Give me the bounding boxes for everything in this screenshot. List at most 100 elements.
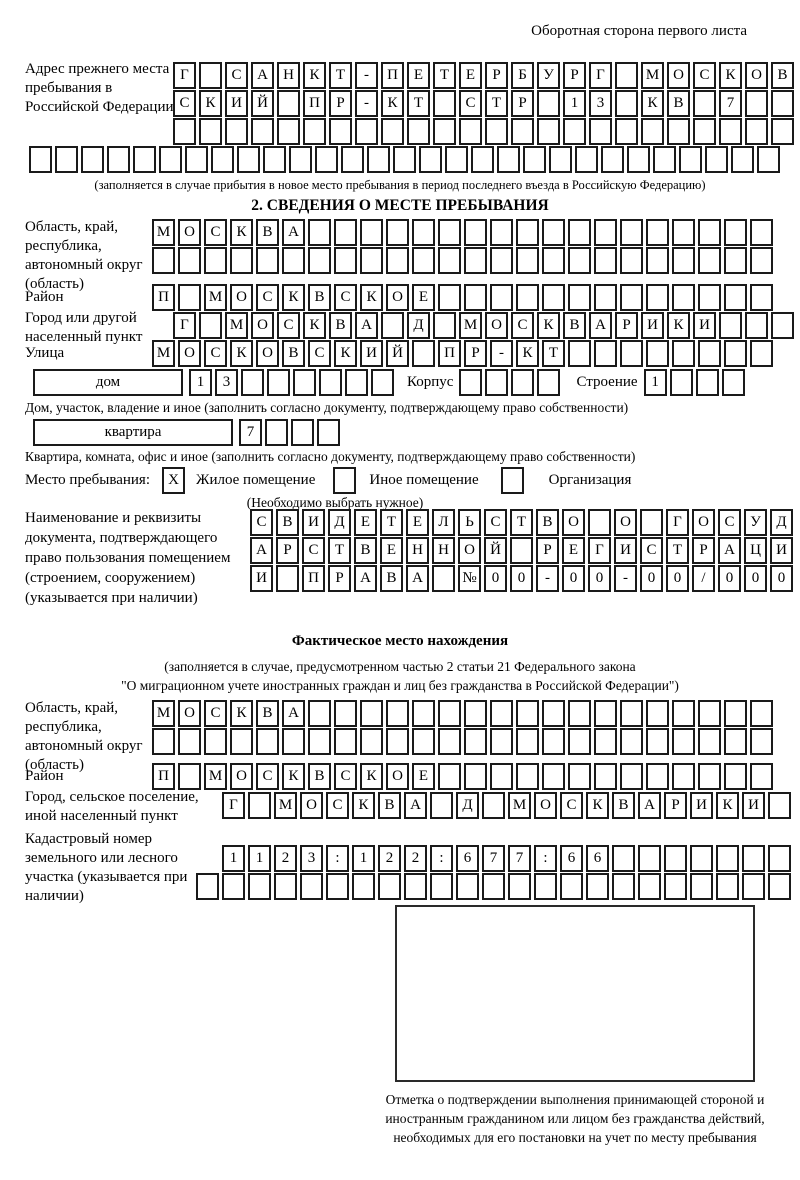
char-cell[interactable] — [419, 146, 442, 173]
char-cell[interactable] — [199, 62, 222, 89]
char-cell[interactable]: О — [230, 284, 253, 311]
char-cell[interactable] — [742, 845, 765, 872]
char-cell[interactable] — [265, 419, 288, 446]
char-cell[interactable] — [646, 247, 669, 274]
char-cell[interactable] — [510, 537, 533, 564]
char-cell[interactable]: 7 — [482, 845, 505, 872]
char-cell[interactable]: 0 — [484, 565, 507, 592]
char-cell[interactable]: А — [718, 537, 741, 564]
char-cell[interactable] — [537, 90, 560, 117]
char-cell[interactable] — [724, 284, 747, 311]
char-cell[interactable] — [178, 763, 201, 790]
char-cell[interactable] — [750, 284, 773, 311]
char-cell[interactable]: Р — [615, 312, 638, 339]
char-cell[interactable] — [646, 219, 669, 246]
char-cell[interactable]: В — [667, 90, 690, 117]
char-cell[interactable] — [594, 340, 617, 367]
char-cell[interactable] — [241, 369, 264, 396]
char-cell[interactable] — [653, 146, 676, 173]
char-cell[interactable]: М — [204, 763, 227, 790]
char-cell[interactable] — [222, 873, 245, 900]
char-cell[interactable] — [542, 700, 565, 727]
char-cell[interactable]: В — [771, 62, 794, 89]
char-cell[interactable] — [438, 247, 461, 274]
char-cell[interactable] — [698, 247, 721, 274]
char-cell[interactable]: 0 — [562, 565, 585, 592]
char-cell[interactable] — [185, 146, 208, 173]
char-cell[interactable] — [672, 247, 695, 274]
char-cell[interactable]: 0 — [588, 565, 611, 592]
char-cell[interactable] — [248, 873, 271, 900]
char-cell[interactable] — [667, 118, 690, 145]
char-cell[interactable] — [482, 792, 505, 819]
char-cell[interactable] — [367, 146, 390, 173]
char-cell[interactable]: Т — [510, 509, 533, 536]
char-cell[interactable]: К — [352, 792, 375, 819]
char-cell[interactable] — [178, 284, 201, 311]
char-cell[interactable] — [355, 118, 378, 145]
char-cell[interactable] — [724, 700, 747, 727]
char-cell[interactable]: С — [277, 312, 300, 339]
char-cell[interactable]: К — [667, 312, 690, 339]
char-cell[interactable] — [381, 118, 404, 145]
char-cell[interactable]: М — [225, 312, 248, 339]
char-cell[interactable]: С — [308, 340, 331, 367]
char-cell[interactable]: О — [745, 62, 768, 89]
char-cell[interactable] — [638, 873, 661, 900]
char-cell[interactable]: 7 — [508, 845, 531, 872]
char-cell[interactable] — [438, 700, 461, 727]
char-cell[interactable]: О — [230, 763, 253, 790]
char-cell[interactable] — [615, 90, 638, 117]
char-cell[interactable]: И — [742, 792, 765, 819]
char-cell[interactable]: В — [536, 509, 559, 536]
char-cell[interactable] — [664, 845, 687, 872]
char-cell[interactable]: И — [250, 565, 273, 592]
char-cell[interactable]: Е — [380, 537, 403, 564]
char-cell[interactable]: В — [612, 792, 635, 819]
char-cell[interactable]: И — [614, 537, 637, 564]
char-cell[interactable] — [594, 219, 617, 246]
char-cell[interactable]: С — [256, 763, 279, 790]
char-cell[interactable] — [438, 728, 461, 755]
char-cell[interactable]: О — [667, 62, 690, 89]
char-cell[interactable] — [352, 873, 375, 900]
char-cell[interactable]: Р — [329, 90, 352, 117]
char-cell[interactable] — [274, 873, 297, 900]
char-cell[interactable]: К — [230, 340, 253, 367]
char-cell[interactable]: В — [256, 700, 279, 727]
char-cell[interactable]: 6 — [560, 845, 583, 872]
char-cell[interactable] — [620, 219, 643, 246]
char-cell[interactable]: А — [406, 565, 429, 592]
char-cell[interactable]: Й — [386, 340, 409, 367]
char-cell[interactable]: В — [308, 763, 331, 790]
char-cell[interactable]: - — [490, 340, 513, 367]
char-cell[interactable] — [768, 873, 791, 900]
char-cell[interactable] — [485, 118, 508, 145]
char-cell[interactable] — [690, 873, 713, 900]
char-cell[interactable] — [724, 219, 747, 246]
char-cell[interactable] — [303, 118, 326, 145]
char-cell[interactable] — [646, 284, 669, 311]
char-cell[interactable] — [719, 312, 742, 339]
char-cell[interactable] — [490, 763, 513, 790]
char-cell[interactable] — [459, 118, 482, 145]
char-cell[interactable]: Р — [511, 90, 534, 117]
char-cell[interactable]: - — [355, 62, 378, 89]
char-cell[interactable] — [178, 728, 201, 755]
char-cell[interactable] — [750, 728, 773, 755]
char-cell[interactable]: И — [693, 312, 716, 339]
char-cell[interactable] — [345, 369, 368, 396]
char-cell[interactable] — [646, 763, 669, 790]
char-cell[interactable] — [464, 284, 487, 311]
char-cell[interactable] — [317, 419, 340, 446]
char-cell[interactable]: У — [744, 509, 767, 536]
char-cell[interactable] — [719, 118, 742, 145]
char-cell[interactable]: 0 — [770, 565, 793, 592]
char-cell[interactable]: С — [225, 62, 248, 89]
char-cell[interactable] — [341, 146, 364, 173]
char-cell[interactable]: О — [178, 219, 201, 246]
char-cell[interactable]: К — [230, 700, 253, 727]
char-cell[interactable] — [627, 146, 650, 173]
char-cell[interactable] — [516, 284, 539, 311]
char-cell[interactable] — [438, 284, 461, 311]
